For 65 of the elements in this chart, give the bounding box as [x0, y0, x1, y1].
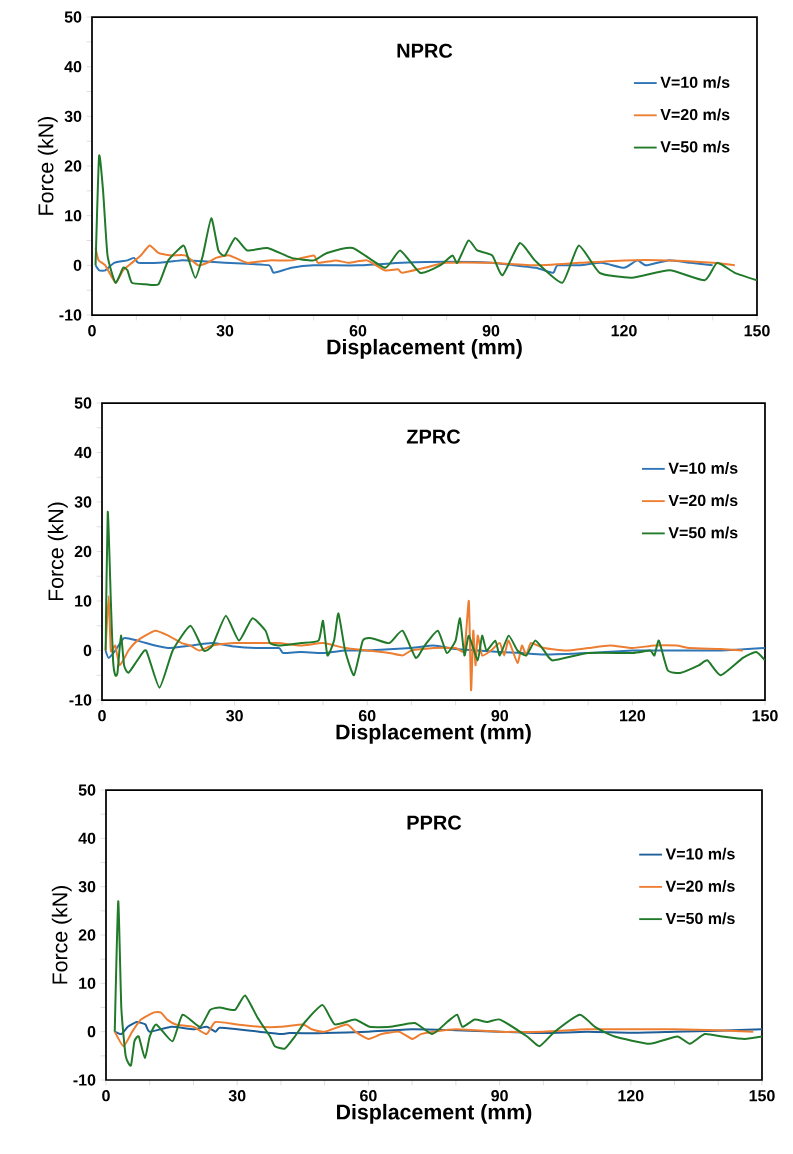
y-tick-label: 40 — [74, 446, 92, 459]
x-tick-label: 120 — [620, 710, 646, 722]
x-tick-label: 60 — [360, 1090, 377, 1102]
y-tick-label: 20 — [64, 160, 82, 172]
x-tick-label: 150 — [752, 710, 778, 722]
x-axis-title: Displacement (mm) — [327, 338, 522, 359]
y-tick-label: 20 — [74, 545, 92, 558]
legend-label: V=10 m/s — [668, 462, 738, 474]
y-tick-label: 10 — [79, 977, 96, 989]
x-tick-label: 0 — [98, 710, 106, 722]
y-tick-label: 30 — [64, 110, 82, 123]
line-series — [94, 244, 736, 284]
x-axis-title: Displacement (mm) — [337, 1103, 532, 1124]
y-tick-label: 20 — [78, 929, 96, 941]
legend-label: V=20 m/s — [665, 880, 735, 892]
line-series — [104, 595, 744, 692]
x-tick-label: 120 — [611, 325, 637, 337]
y-tick-label: 40 — [78, 832, 96, 844]
legend-label: V=10 m/s — [660, 76, 730, 89]
line-series — [104, 510, 765, 689]
x-tick-label: 120 — [618, 1090, 644, 1102]
x-tick-label: 30 — [226, 710, 243, 722]
x-tick-label: 60 — [358, 710, 376, 722]
y-tick-label: 10 — [75, 595, 92, 607]
x-tick-label: 0 — [102, 1090, 110, 1102]
y-tick-label: 0 — [73, 259, 82, 271]
text: NPRC — [397, 43, 453, 58]
x-tick-label: 30 — [216, 325, 234, 337]
x-tick-label: 90 — [491, 710, 509, 722]
x-axis-title: Displacement (mm) — [336, 723, 531, 744]
line-series — [113, 900, 762, 1067]
y-tick-label: 30 — [78, 881, 96, 893]
line-series — [113, 1011, 755, 1048]
x-tick-label: 60 — [349, 325, 367, 337]
text: ZPRC — [406, 429, 461, 444]
line-series — [113, 1021, 762, 1036]
y-axis-title: Force (kN) — [47, 502, 68, 601]
x-tick-label: 90 — [491, 1090, 508, 1102]
line-series — [94, 155, 757, 286]
y-tick-label: 50 — [64, 11, 82, 23]
y-tick-label: 10 — [65, 210, 82, 222]
text: PPRC — [407, 815, 462, 830]
y-axis-title: Force (kN) — [51, 886, 72, 984]
y-tick-label: 50 — [78, 784, 96, 796]
y-tick-label: 40 — [64, 61, 82, 73]
y-tick-label: 0 — [83, 644, 92, 657]
legend-label: V=20 m/s — [660, 108, 730, 121]
line-series — [94, 256, 714, 274]
legend-label: V=50 m/s — [665, 912, 735, 925]
y-axis-title: Force (kN) — [37, 117, 58, 215]
y-tick-label: -10 — [69, 694, 92, 706]
line-series — [104, 637, 765, 659]
y-tick-label: 50 — [74, 397, 92, 409]
legend-label: V=50 m/s — [660, 140, 730, 153]
y-tick-label: -10 — [59, 309, 82, 321]
x-tick-label: 150 — [749, 1090, 775, 1102]
legend-label: V=10 m/s — [665, 847, 735, 860]
x-tick-label: 30 — [228, 1090, 246, 1102]
x-tick-label: 90 — [482, 325, 500, 337]
y-tick-label: 0 — [87, 1026, 96, 1038]
y-tick-label: 30 — [74, 496, 92, 508]
legend-label: V=20 m/s — [668, 494, 738, 507]
x-tick-label: 150 — [744, 325, 770, 337]
legend-label: V=50 m/s — [668, 526, 738, 539]
y-tick-label: -10 — [73, 1074, 96, 1086]
